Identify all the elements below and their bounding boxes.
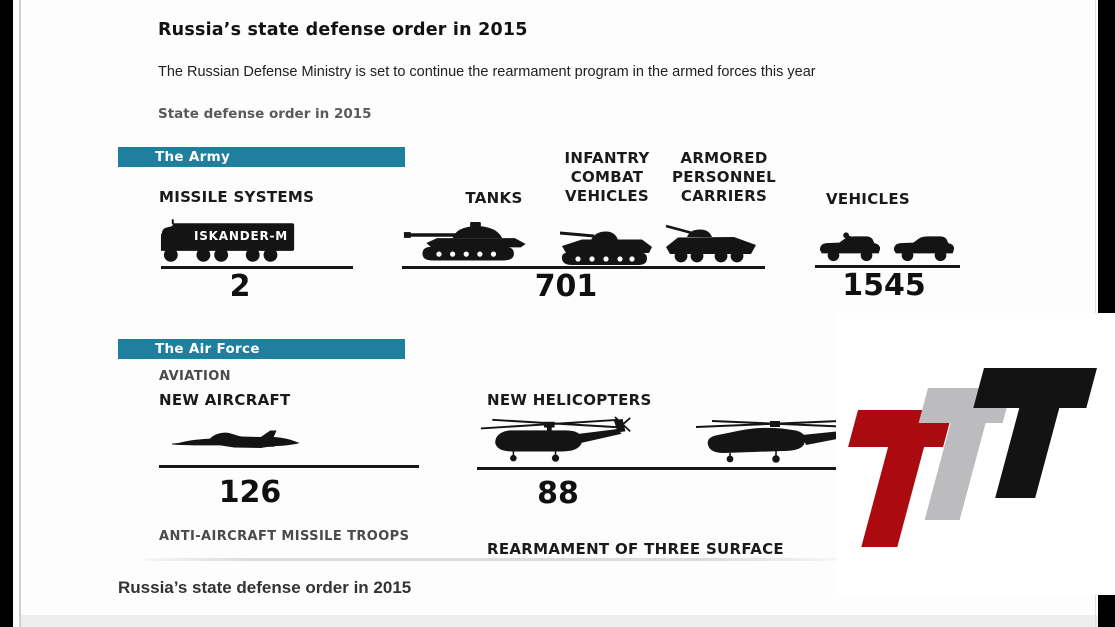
fighter-jet-icon <box>172 421 306 463</box>
air-force-banner: The Air Force <box>118 339 405 359</box>
left-black-bar <box>0 0 13 627</box>
ttt-logo <box>848 368 1097 547</box>
missile-systems-label: MISSILE SYSTEMS <box>159 188 315 206</box>
section-divider <box>145 558 848 561</box>
ttt-logo-black-t <box>973 368 1097 498</box>
iskander-truck-icon <box>158 219 306 266</box>
helicopter-icon <box>477 413 635 465</box>
armored-personnel-carrier-icon <box>660 223 764 265</box>
armor-baseline <box>402 266 765 269</box>
vehicles-baseline <box>815 265 960 268</box>
anti-aircraft-missile-troops-label: ANTI-AIRCRAFT MISSILE TROOPS <box>159 529 410 544</box>
watermark-box <box>836 313 1115 595</box>
missile-systems-baseline <box>161 266 353 269</box>
tank-icon <box>402 219 548 265</box>
infantry-combat-vehicle-icon <box>554 226 658 266</box>
vehicles-label: VEHICLES <box>826 190 911 208</box>
apc-label: ARMORED PERSONNEL CARRIERS <box>672 149 776 206</box>
section-label: State defense order in 2015 <box>158 106 372 122</box>
army-banner-label: The Army <box>155 149 231 165</box>
ttt-logo-red-t <box>848 410 953 547</box>
armor-count: 701 <box>534 269 598 304</box>
page-subtitle: The Russian Defense Ministry is set to c… <box>158 64 816 80</box>
missile-systems-count: 2 <box>229 269 251 304</box>
vehicles-count: 1545 <box>842 268 926 303</box>
rearmament-label: REARMAMENT OF THREE SURFACE <box>487 540 784 558</box>
jeep-icon <box>816 230 884 264</box>
aircraft-count: 126 <box>218 475 282 510</box>
air-force-banner-label: The Air Force <box>155 341 260 357</box>
new-aircraft-label: NEW AIRCRAFT <box>159 391 291 409</box>
page-title: Russia’s state defense order in 2015 <box>158 20 528 40</box>
left-frame-hairline <box>19 0 21 627</box>
footer-title: Russia’s state defense order in 2015 <box>118 578 412 597</box>
footer-strip <box>21 615 1098 627</box>
ifv-label: INFANTRY COMBAT VEHICLES <box>564 149 650 206</box>
jeep-icon <box>890 230 958 264</box>
army-banner: The Army <box>118 147 405 167</box>
aviation-label: AVIATION <box>159 369 231 384</box>
iskander-marking: ISKANDER-M <box>193 229 289 243</box>
tanks-label: TANKS <box>465 189 523 207</box>
aircraft-baseline <box>159 465 419 468</box>
helicopters-count: 88 <box>537 476 579 511</box>
new-helicopters-label: NEW HELICOPTERS <box>487 391 652 409</box>
helicopters-baseline <box>477 467 857 470</box>
